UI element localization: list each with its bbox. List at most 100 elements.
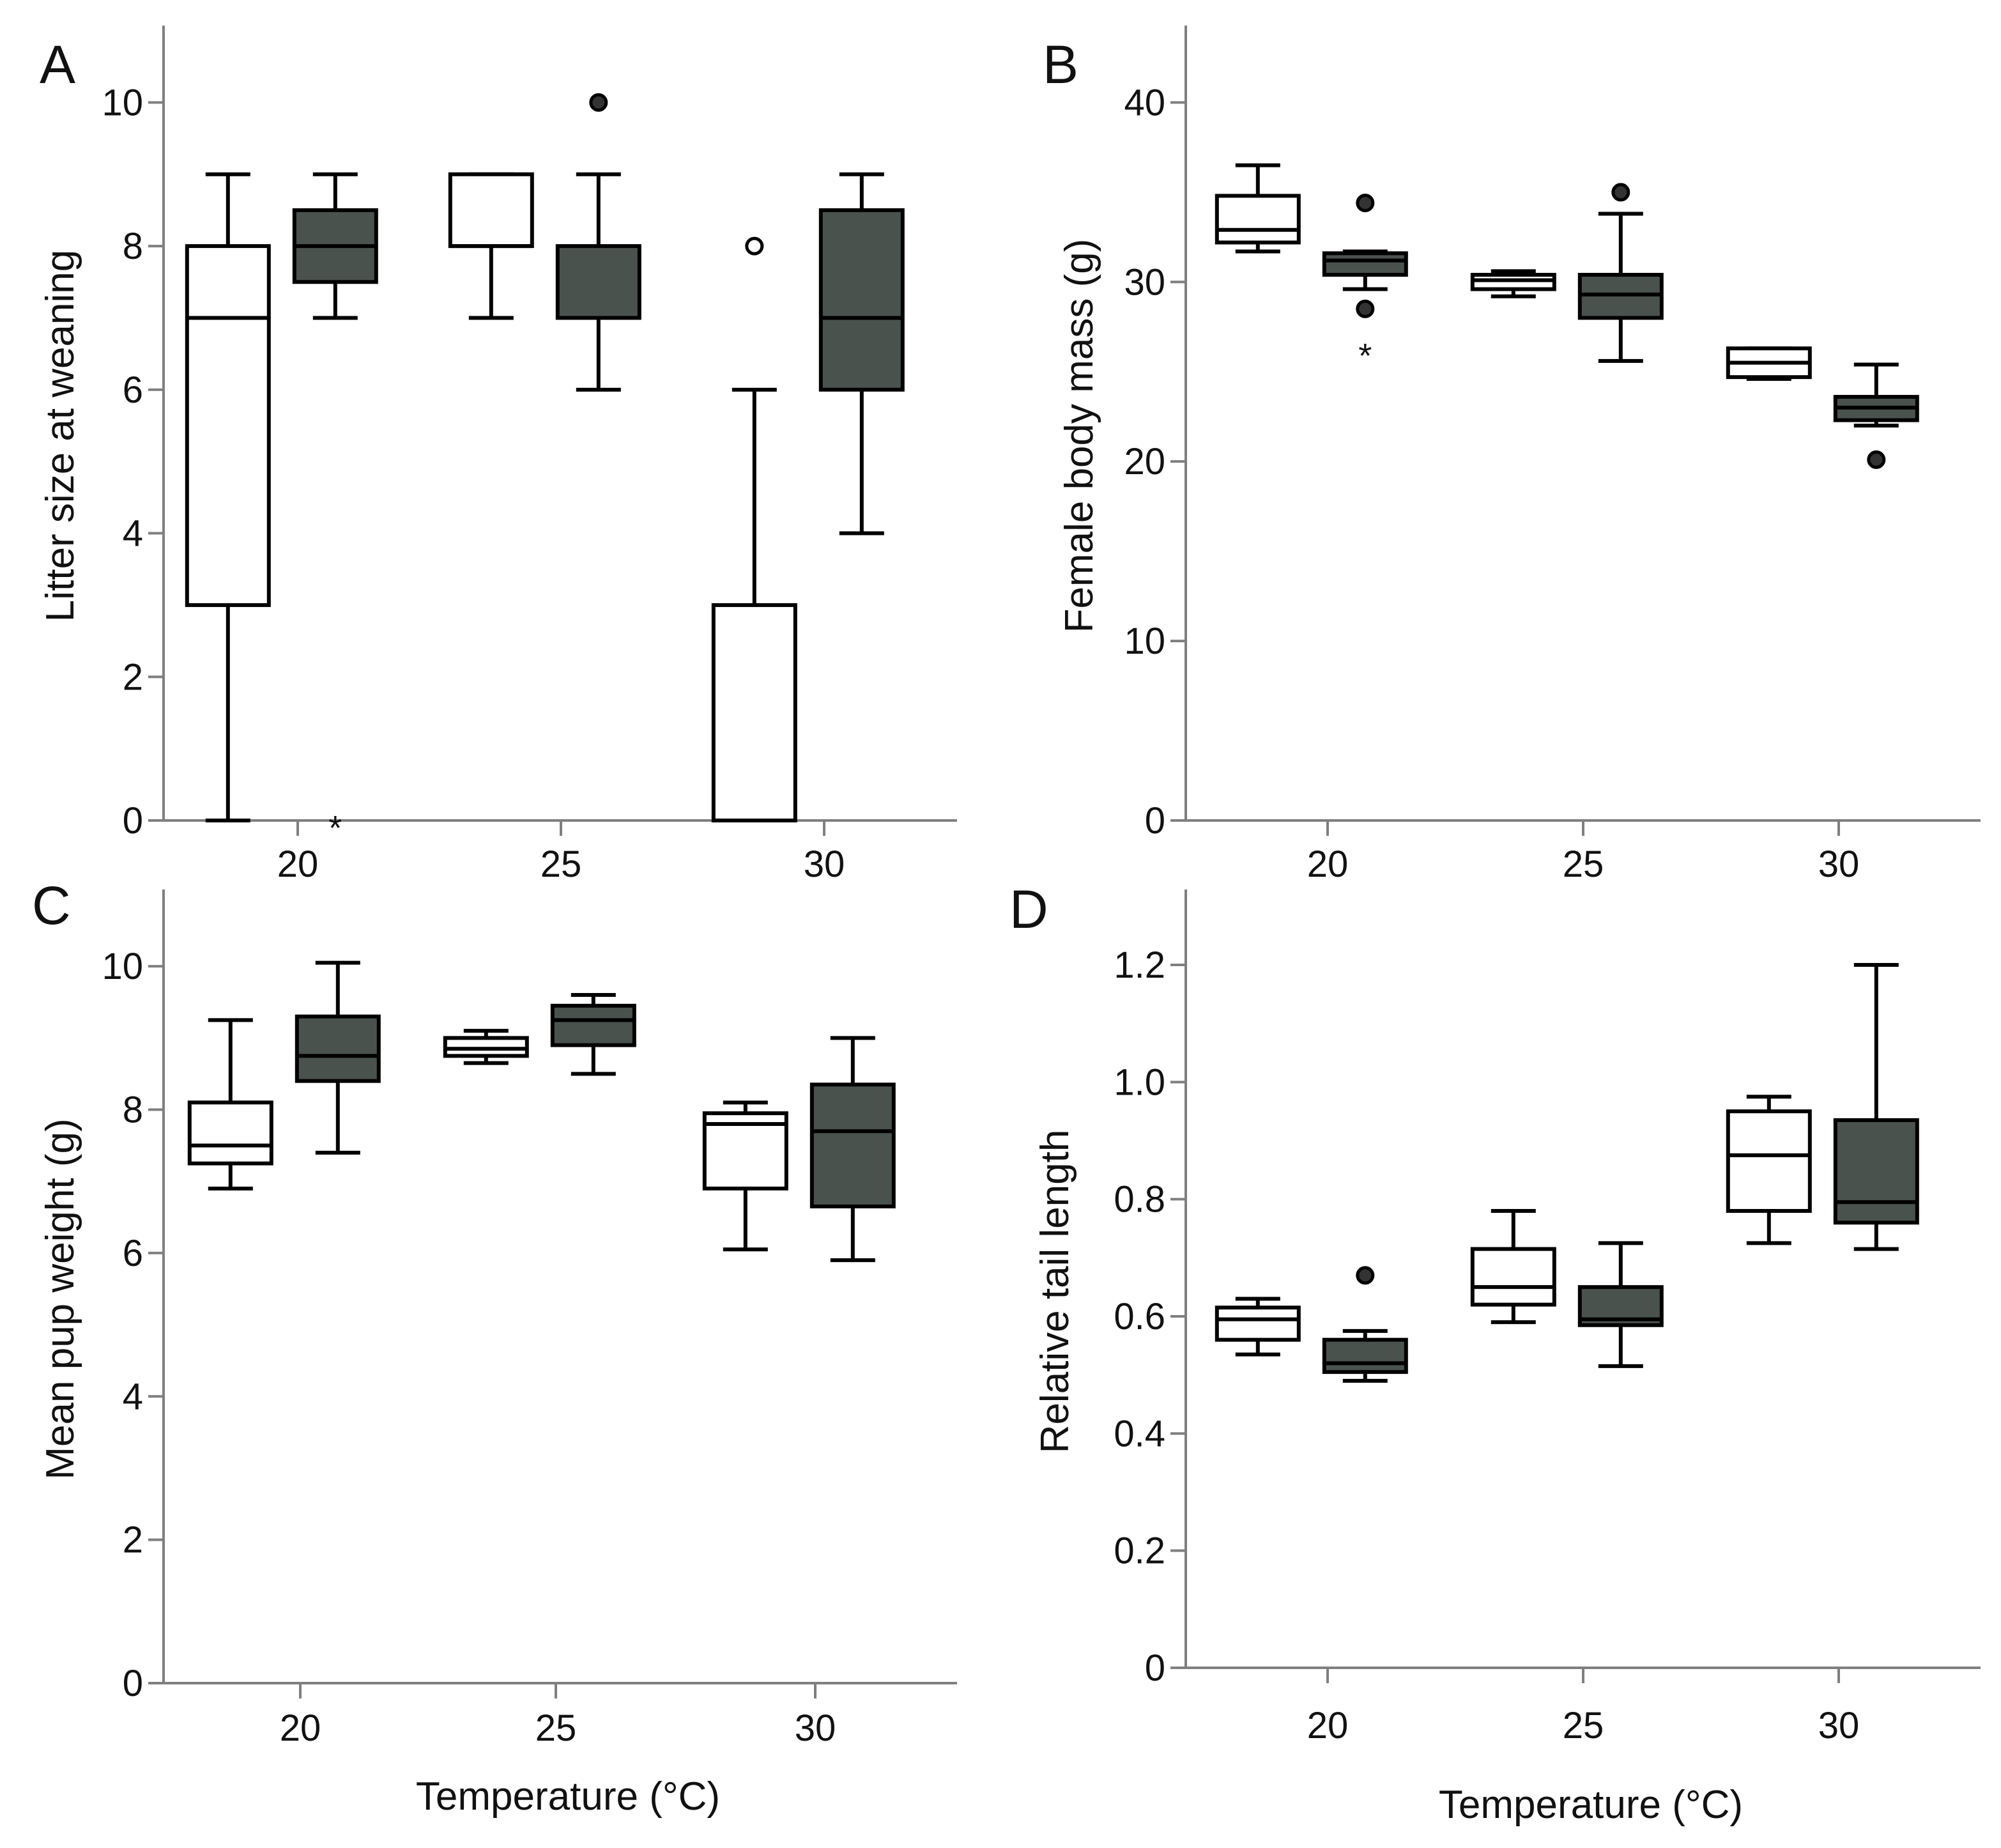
y-tick-label: 1.0 bbox=[1114, 1061, 1165, 1103]
outlier-filled-circle bbox=[1356, 194, 1375, 213]
y-axis-label: Female body mass (g) bbox=[1057, 239, 1101, 633]
box-iqr bbox=[555, 244, 641, 320]
y-tick-label: 40 bbox=[1124, 82, 1165, 123]
y-tick-label: 0 bbox=[123, 1663, 143, 1704]
open-box-30 bbox=[702, 1100, 788, 1252]
filled-box-20: * bbox=[292, 172, 378, 847]
box-iqr bbox=[448, 172, 534, 249]
open-box-20 bbox=[1215, 163, 1301, 254]
y-tick-label: 4 bbox=[123, 513, 143, 555]
x-tick-label: 20 bbox=[1307, 1705, 1349, 1746]
filled-box-25 bbox=[555, 93, 641, 392]
x-tick-label: 25 bbox=[535, 1707, 577, 1749]
y-tick-label: 10 bbox=[102, 946, 143, 987]
x-tick-label: 30 bbox=[795, 1707, 836, 1749]
open-box-30 bbox=[1726, 346, 1812, 381]
outlier-filled-circle bbox=[1356, 299, 1375, 318]
box-iqr bbox=[295, 1014, 381, 1083]
y-tick-label: 0 bbox=[1145, 1647, 1165, 1689]
filled-box-30 bbox=[1833, 362, 1919, 469]
y-tick-label: 0 bbox=[1145, 800, 1165, 842]
x-axis-label: Temperature (°C) bbox=[416, 1775, 720, 1819]
y-tick-label: 10 bbox=[102, 82, 143, 123]
y-tick-label: 8 bbox=[123, 226, 143, 267]
box-iqr bbox=[1322, 251, 1408, 277]
y-tick-label: 2 bbox=[123, 656, 143, 698]
x-tick-label: 30 bbox=[1818, 1705, 1860, 1746]
filled-box-25 bbox=[1577, 1241, 1664, 1368]
panel-a: A 0 2 4 6 8 10 20 25 30 Litter size at weaning * bbox=[38, 26, 957, 885]
panel-letter: B bbox=[1043, 35, 1078, 95]
filled-box-30 bbox=[1833, 963, 1919, 1251]
y-tick-label: 0.8 bbox=[1114, 1179, 1165, 1220]
x-axis-label: Temperature (°C) bbox=[1439, 1783, 1743, 1827]
outlier-star: * bbox=[328, 809, 342, 847]
open-box-25 bbox=[1470, 269, 1556, 298]
box-iqr bbox=[1215, 1305, 1301, 1342]
y-axis-label: Relative tail length bbox=[1033, 1130, 1077, 1454]
y-tick-label: 4 bbox=[123, 1376, 143, 1417]
open-box-20 bbox=[187, 1018, 273, 1190]
y-tick-label: 30 bbox=[1124, 261, 1165, 303]
x-tick-label: 20 bbox=[277, 843, 319, 885]
open-box-30 bbox=[1726, 1095, 1812, 1245]
y-axis-label: Mean pup weight (g) bbox=[38, 1118, 82, 1479]
y-tick-label: 0.4 bbox=[1114, 1413, 1165, 1454]
outlier-filled-circle bbox=[589, 93, 608, 112]
box-iqr bbox=[1833, 1118, 1919, 1225]
outlier-filled-circle bbox=[1611, 183, 1630, 202]
box-iqr bbox=[550, 1003, 636, 1047]
outlier-filled-circle bbox=[1867, 450, 1886, 469]
box-iqr bbox=[711, 603, 797, 823]
open-box-30 bbox=[711, 236, 797, 823]
panel-b: B 0 10 20 30 40 20 25 30 Female body mass (g) * bbox=[1043, 26, 1981, 885]
box-iqr bbox=[1470, 1247, 1556, 1307]
outlier-star: * bbox=[1358, 337, 1372, 375]
x-tick-label: 25 bbox=[540, 843, 582, 885]
filled-box-20 bbox=[1322, 1266, 1408, 1383]
box-iqr bbox=[1215, 194, 1301, 245]
filled-box-30 bbox=[818, 172, 905, 535]
y-tick-label: 2 bbox=[123, 1520, 143, 1561]
filled-box-25 bbox=[550, 993, 636, 1076]
y-tick-label: 20 bbox=[1124, 441, 1165, 482]
panel-c: C 0 2 4 6 8 10 20 25 30 Mean pup weight (g) Tempera… bbox=[32, 875, 957, 1819]
filled-box-20: * bbox=[1322, 194, 1408, 375]
y-tick-label: 1.2 bbox=[1114, 944, 1165, 986]
y-tick-label: 8 bbox=[123, 1090, 143, 1131]
x-tick-label: 20 bbox=[1307, 843, 1349, 885]
x-tick-label: 30 bbox=[1818, 843, 1860, 885]
box-iqr bbox=[185, 244, 271, 607]
outlier-open-circle bbox=[745, 236, 764, 256]
panel-letter: D bbox=[1009, 879, 1048, 939]
filled-box-20 bbox=[295, 960, 381, 1155]
box-iqr bbox=[818, 208, 905, 392]
filled-box-30 bbox=[809, 1036, 896, 1263]
y-tick-label: 6 bbox=[123, 1233, 143, 1274]
panel-letter: A bbox=[40, 35, 75, 95]
panel-letter: C bbox=[32, 875, 71, 936]
panel-d: D 0 0.2 0.4 0.6 0.8 1.0 1.2 20 25 30 Relative tail … bbox=[1009, 879, 1981, 1827]
x-tick-label: 25 bbox=[1563, 843, 1604, 885]
x-tick-label: 30 bbox=[804, 843, 845, 885]
y-tick-label: 0.2 bbox=[1114, 1530, 1165, 1572]
open-box-25 bbox=[448, 172, 534, 320]
open-box-20 bbox=[185, 172, 271, 822]
filled-box-25 bbox=[1577, 183, 1664, 363]
y-tick-label: 6 bbox=[123, 369, 143, 411]
box-iqr bbox=[809, 1082, 896, 1208]
y-tick-label: 10 bbox=[1124, 620, 1165, 662]
open-box-25 bbox=[1470, 1209, 1556, 1325]
x-tick-label: 25 bbox=[1563, 1705, 1604, 1746]
box-iqr bbox=[187, 1100, 273, 1166]
open-box-20 bbox=[1215, 1297, 1301, 1357]
outlier-filled-circle bbox=[1356, 1266, 1375, 1285]
y-axis-label: Litter size at weaning bbox=[38, 250, 82, 622]
y-tick-label: 0.6 bbox=[1114, 1296, 1165, 1337]
open-box-25 bbox=[443, 1029, 529, 1065]
y-tick-label: 0 bbox=[123, 800, 143, 842]
box-iqr bbox=[1322, 1337, 1408, 1374]
box-iqr bbox=[1726, 1109, 1812, 1213]
x-tick-label: 20 bbox=[280, 1707, 321, 1749]
